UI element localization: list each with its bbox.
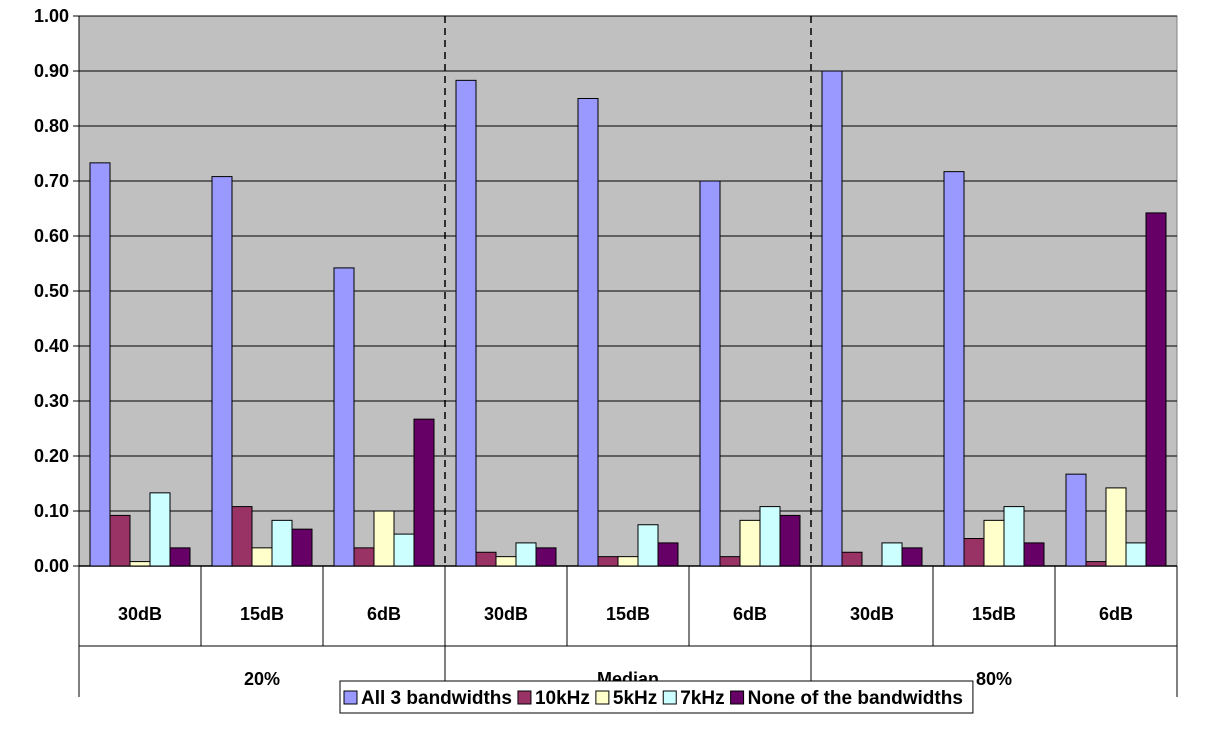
bar-10khz	[719, 556, 741, 567]
y-tick-label: 0.90	[34, 61, 69, 81]
legend-swatch	[517, 690, 532, 705]
bar-7khz	[271, 519, 293, 567]
group-label: 80%	[976, 669, 1012, 689]
y-tick-label: 0.50	[34, 281, 69, 301]
plot-area	[78, 15, 1178, 567]
legend-swatch	[343, 690, 358, 705]
legend-label: 10kHz	[535, 688, 590, 709]
bar-all-3-bandwidths	[577, 98, 599, 567]
category-label: 15dB	[606, 604, 650, 624]
bar-all-3-bandwidths	[821, 70, 843, 567]
bar-all-3-bandwidths	[211, 176, 233, 567]
category-label: 6dB	[367, 604, 401, 624]
bar-7khz	[149, 492, 171, 567]
bar-5khz	[983, 519, 1005, 567]
category-label: 6dB	[733, 604, 767, 624]
y-tick-label: 0.10	[34, 501, 69, 521]
bar-all-3-bandwidths	[699, 180, 721, 567]
legend-swatch	[662, 690, 677, 705]
category-label: 30dB	[850, 604, 894, 624]
category-label: 6dB	[1099, 604, 1133, 624]
bar-5khz	[129, 561, 151, 567]
category-label: 15dB	[972, 604, 1016, 624]
bar-7khz	[881, 542, 903, 567]
y-tick-label: 0.80	[34, 116, 69, 136]
bar-10khz	[1085, 561, 1107, 567]
bar-10khz	[963, 538, 985, 567]
y-tick-label: 0.20	[34, 446, 69, 466]
bar-10khz	[841, 551, 863, 567]
y-tick-label: 0.60	[34, 226, 69, 246]
bar-7khz	[1125, 542, 1147, 567]
y-tick-label: 0.30	[34, 391, 69, 411]
bar-none-of-the-bandwidths	[291, 528, 313, 567]
bar-10khz	[231, 506, 253, 567]
bar-5khz	[1105, 487, 1127, 567]
y-tick-label: 0.00	[34, 556, 69, 576]
bar-7khz	[515, 542, 537, 567]
bar-10khz	[475, 551, 497, 567]
legend-swatch	[730, 690, 745, 705]
bar-7khz	[637, 524, 659, 567]
bar-all-3-bandwidths	[333, 267, 355, 567]
bar-none-of-the-bandwidths	[413, 418, 435, 567]
bar-5khz	[373, 510, 395, 567]
bar-5khz	[251, 547, 273, 567]
legend-label: All 3 bandwidths	[361, 688, 512, 709]
bar-5khz	[617, 556, 639, 567]
bar-7khz	[393, 533, 415, 567]
bars	[89, 70, 1167, 567]
bar-all-3-bandwidths	[89, 162, 111, 567]
bar-none-of-the-bandwidths	[901, 547, 923, 567]
legend-label: 5kHz	[613, 688, 657, 709]
bar-7khz	[759, 506, 781, 567]
category-label: 30dB	[118, 604, 162, 624]
legend-swatch	[595, 690, 610, 705]
bar-none-of-the-bandwidths	[535, 547, 557, 567]
legend-label: 7kHz	[680, 688, 724, 709]
bar-5khz	[739, 519, 761, 567]
bar-none-of-the-bandwidths	[169, 547, 191, 567]
legend-label: None of the bandwidths	[748, 688, 963, 709]
legend-box	[339, 680, 974, 714]
bar-all-3-bandwidths	[943, 171, 965, 567]
category-label: 15dB	[240, 604, 284, 624]
legend: All 3 bandwidths 10kHz 5kHz 7kHz None of the…	[339, 680, 974, 714]
bar-10khz	[109, 514, 131, 567]
y-tick-label: 0.40	[34, 336, 69, 356]
category-label: 30dB	[484, 604, 528, 624]
bar-10khz	[597, 556, 619, 567]
group-label: 20%	[244, 669, 280, 689]
bar-7khz	[1003, 506, 1025, 567]
bar-none-of-the-bandwidths	[779, 514, 801, 567]
y-tick-label: 1.00	[34, 6, 69, 26]
y-tick-label: 0.70	[34, 171, 69, 191]
bar-none-of-the-bandwidths	[1023, 542, 1045, 567]
bar-none-of-the-bandwidths	[1145, 212, 1167, 567]
bar-10khz	[353, 547, 375, 567]
bar-none-of-the-bandwidths	[657, 542, 679, 567]
bar-all-3-bandwidths	[1065, 473, 1087, 567]
bar-all-3-bandwidths	[455, 79, 477, 567]
bar-5khz	[495, 556, 517, 567]
